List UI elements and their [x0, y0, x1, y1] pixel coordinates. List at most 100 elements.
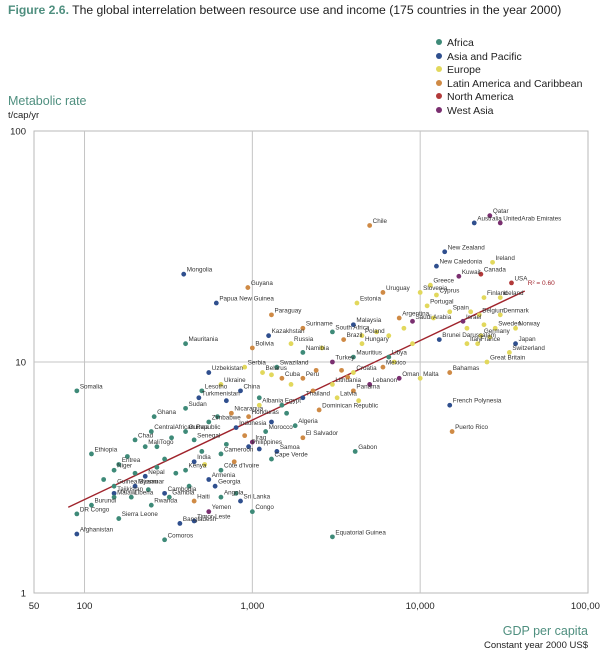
point-label: Sierra Leone	[122, 511, 159, 518]
point-label: Uzbekistan	[212, 365, 244, 372]
data-point	[427, 282, 433, 288]
data-point	[206, 509, 212, 515]
legend-label: Latin America and Caribbean	[447, 77, 583, 90]
data-point	[249, 439, 255, 445]
point-label: Chad	[138, 432, 154, 439]
point-label: Somalia	[80, 383, 103, 390]
point-label: Tajikistan	[117, 486, 143, 493]
data-point	[183, 341, 188, 347]
point-label: Slovenia	[423, 285, 448, 292]
point-label: Japan	[519, 336, 537, 343]
data-point	[218, 494, 224, 500]
data-point	[249, 509, 255, 515]
data-point	[223, 441, 229, 447]
data-point	[279, 402, 285, 408]
x-tick-label: 50	[29, 601, 40, 612]
data-point	[410, 318, 415, 324]
data-point	[431, 315, 436, 321]
point-label: Australia	[477, 215, 502, 222]
point-label: Liberia	[134, 490, 153, 497]
point-label: Sudan	[189, 401, 208, 408]
point-label: Kazakhstan	[272, 328, 305, 335]
point-label: Côte d'Ivoire	[224, 463, 260, 470]
data-point	[396, 315, 402, 321]
trend-line: R² = 0.60	[67, 280, 555, 508]
data-point	[242, 364, 248, 370]
legend-item: Latin America and Caribbean	[436, 78, 582, 92]
data-point	[206, 477, 212, 482]
legend-item: Europe	[436, 64, 582, 78]
r-squared-label: R² = 0.60	[528, 280, 555, 287]
data-point	[484, 359, 490, 365]
point-label: Great Britain	[490, 355, 526, 362]
data-point	[263, 429, 269, 434]
point-label: Cape Verde	[274, 452, 308, 459]
point-label: CentralAfrican Republic	[154, 424, 220, 431]
legend-swatch	[436, 39, 442, 45]
data-point	[356, 398, 362, 404]
data-point	[177, 521, 183, 526]
data-point	[471, 220, 477, 226]
figure-number: Figure 2.6.	[8, 3, 69, 17]
legend-swatch	[436, 79, 442, 86]
data-point	[218, 381, 224, 387]
data-point	[300, 325, 306, 331]
data-point	[256, 395, 262, 401]
data-point	[319, 345, 325, 351]
data-point	[74, 388, 80, 394]
data-point	[313, 367, 319, 373]
point-label: Angola	[224, 490, 244, 497]
point-label: Dominican Republic	[322, 402, 378, 409]
point-label: Senegal	[197, 432, 220, 439]
point-label: Comoros	[168, 532, 194, 539]
point-label: Belarus	[266, 365, 287, 372]
data-point	[350, 322, 356, 328]
data-point	[269, 456, 274, 462]
data-point	[354, 300, 360, 306]
point-label: Malaysia	[356, 317, 381, 324]
point-label: Philippines	[252, 439, 282, 446]
point-label: Denmark	[503, 307, 529, 314]
point-label: Russia	[294, 336, 314, 343]
x-tick-label: 100,000	[571, 601, 600, 612]
data-point	[487, 334, 493, 340]
data-point	[191, 498, 197, 504]
data-point	[497, 312, 503, 318]
point-label: Bolivia	[255, 340, 274, 347]
point-label: Mali	[148, 439, 160, 446]
data-point	[245, 285, 251, 290]
data-point	[497, 295, 503, 301]
data-point	[183, 429, 188, 434]
data-point	[374, 329, 379, 335]
point-label: Burundi	[94, 498, 116, 505]
point-label: Guinea	[189, 424, 210, 431]
point-label: Brunei Darussalam	[442, 332, 496, 339]
point-label: DR Congo	[80, 506, 110, 513]
data-point	[292, 423, 298, 429]
x-tick-label: 1,000	[240, 601, 264, 612]
data-point	[300, 375, 306, 381]
data-point	[269, 312, 274, 318]
data-point	[359, 333, 365, 339]
y-axis-title: Metabolic rate	[8, 94, 87, 108]
x-axis-title: GDP per capita	[502, 624, 588, 638]
point-label: Gambia	[172, 490, 195, 497]
data-point	[497, 220, 503, 226]
data-point	[199, 388, 205, 394]
data-point	[246, 444, 252, 450]
point-label: Indonesia	[239, 420, 267, 427]
point-label: Paraguay	[274, 307, 302, 314]
data-point	[334, 395, 340, 401]
point-label: Bangladesh	[183, 516, 217, 523]
y-axis-unit: t/cap/yr	[8, 110, 40, 121]
point-label: India	[197, 454, 211, 461]
data-point	[481, 295, 487, 301]
data-point	[162, 490, 167, 496]
data-point	[464, 325, 470, 331]
point-label: Portugal	[430, 298, 453, 305]
data-point	[339, 367, 344, 373]
data-point	[191, 518, 197, 524]
data-point	[396, 375, 402, 381]
data-point	[310, 388, 316, 394]
